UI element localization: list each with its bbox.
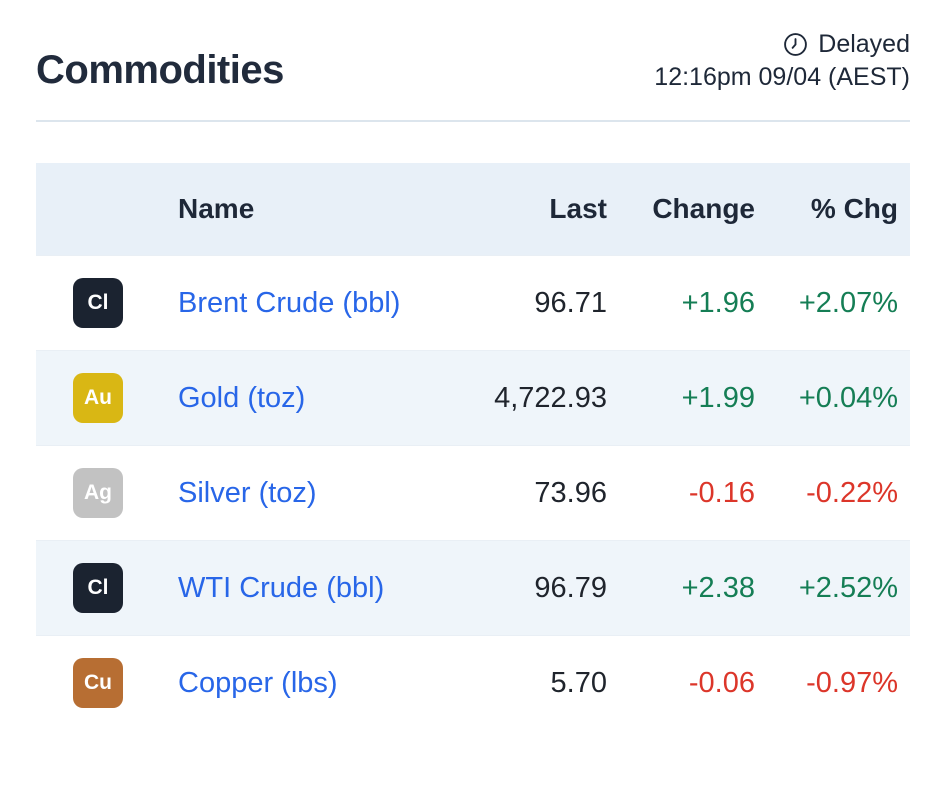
- symbol-badge-cl[interactable]: Cl: [73, 278, 123, 329]
- table-row-brent-crude: Cl Brent Crude (bbl) 96.71 +1.96 +2.07%: [36, 255, 910, 350]
- instrument-link[interactable]: Brent Crude (bbl): [178, 286, 401, 319]
- last-value: 73.96: [534, 476, 607, 509]
- pct-change-value: -0.97%: [806, 666, 898, 699]
- badge-cell: Cu: [36, 658, 178, 709]
- header-cell-pct-chg: % Chg: [810, 193, 898, 225]
- change-value: +1.96: [681, 286, 755, 319]
- page-title: Commodities: [36, 48, 284, 93]
- badge-cell: Cl: [36, 563, 178, 614]
- last-value: 96.71: [534, 286, 607, 319]
- name-cell: Copper (lbs): [178, 667, 447, 700]
- instrument-link[interactable]: Copper (lbs): [178, 666, 338, 699]
- instrument-link[interactable]: Silver (toz): [178, 476, 317, 509]
- name-cell: Silver (toz): [178, 477, 447, 510]
- symbol-badge-au[interactable]: Au: [73, 373, 123, 424]
- header-divider: [36, 120, 910, 123]
- change-value: +2.38: [681, 571, 755, 604]
- instrument-link[interactable]: Gold (toz): [178, 381, 306, 414]
- change-value: +1.99: [681, 381, 755, 414]
- table-row-wti-crude: Cl WTI Crude (bbl) 96.79 +2.38 +2.52%: [36, 540, 910, 636]
- pct-change-value: -0.22%: [806, 476, 898, 509]
- name-cell: WTI Crude (bbl): [178, 572, 447, 605]
- badge-cell: Au: [36, 373, 178, 424]
- pct-change-value: +2.07%: [798, 286, 898, 319]
- pct-change-value: +0.04%: [798, 381, 898, 414]
- badge-cell: Cl: [36, 278, 178, 329]
- commodities-table: Name Last Change % Chg Cl Brent Crude (b…: [36, 163, 910, 730]
- widget-header: Commodities Delayed 12:16pm 09/04 (AEST): [36, 28, 910, 94]
- name-cell: Brent Crude (bbl): [178, 287, 447, 320]
- symbol-badge-cu[interactable]: Cu: [73, 658, 123, 709]
- table-row-silver: Ag Silver (toz) 73.96 -0.16 -0.22%: [36, 445, 910, 540]
- delay-block: Delayed 12:16pm 09/04 (AEST): [654, 28, 910, 94]
- change-value: -0.16: [688, 476, 755, 509]
- last-value: 4,722.93: [494, 381, 607, 414]
- last-value: 96.79: [534, 571, 607, 604]
- badge-cell: Ag: [36, 468, 178, 519]
- header-cell-name: Name: [178, 193, 255, 225]
- pct-change-value: +2.52%: [798, 571, 898, 604]
- last-value: 5.70: [550, 666, 607, 699]
- delay-label: Delayed: [818, 30, 910, 58]
- table-header-row: Name Last Change % Chg: [36, 163, 910, 256]
- timestamp: 12:16pm 09/04 (AEST): [654, 62, 910, 91]
- name-cell: Gold (toz): [178, 382, 447, 415]
- table-row-gold: Au Gold (toz) 4,722.93 +1.99 +0.04%: [36, 350, 910, 446]
- header-cell-change: Change: [652, 193, 755, 225]
- symbol-badge-ag[interactable]: Ag: [73, 468, 123, 519]
- instrument-link[interactable]: WTI Crude (bbl): [178, 571, 385, 604]
- delay-line: Delayed: [654, 28, 910, 61]
- symbol-badge-cl[interactable]: Cl: [73, 563, 123, 614]
- header-cell-last: Last: [549, 193, 607, 225]
- clock-icon: [783, 32, 808, 57]
- commodities-widget: Commodities Delayed 12:16pm 09/04 (AEST)…: [36, 28, 910, 730]
- change-value: -0.06: [688, 666, 755, 699]
- table-row-copper: Cu Copper (lbs) 5.70 -0.06 -0.97%: [36, 635, 910, 730]
